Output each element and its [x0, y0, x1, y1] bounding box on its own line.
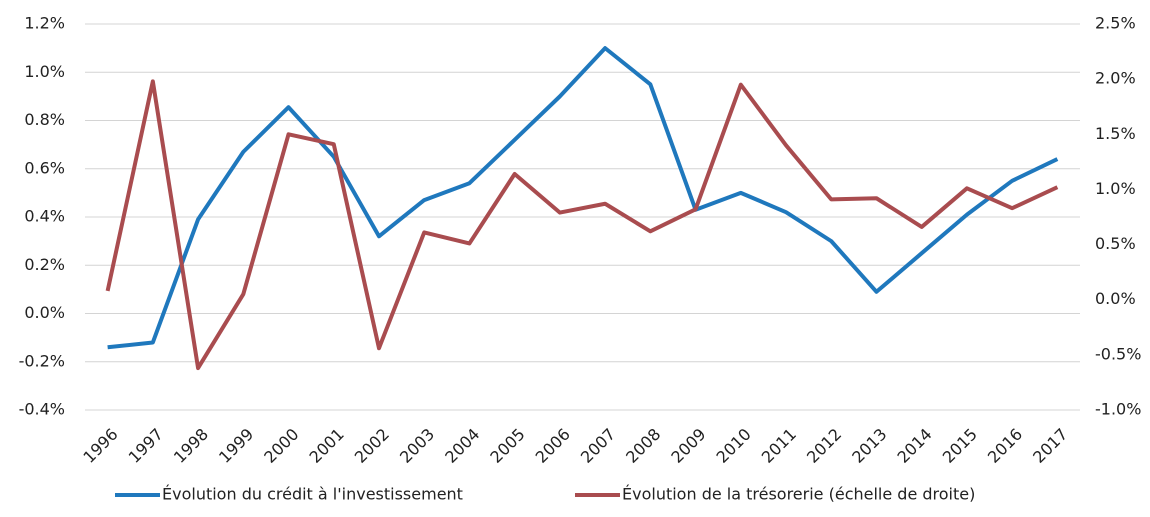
x-tick-label: 2005: [486, 425, 528, 467]
y-tick-label: 0.6%: [24, 158, 65, 177]
x-tick-label: 2012: [803, 425, 845, 467]
x-tick-label: 2002: [351, 425, 393, 467]
y-tick-label: 0.2%: [24, 255, 65, 274]
y2-tick-label: -1.0%: [1095, 400, 1141, 419]
y-tick-label: -0.4%: [19, 400, 65, 419]
x-tick-label: 2017: [1029, 425, 1071, 467]
x-tick-label: 2015: [939, 425, 981, 467]
x-tick-label: 2000: [260, 425, 302, 467]
y2-tick-label: 0.5%: [1095, 234, 1136, 253]
x-tick-label: 2014: [893, 425, 935, 467]
y2-tick-label: 0.0%: [1095, 289, 1136, 308]
legend-label: Évolution du crédit à l'investissement: [162, 485, 463, 504]
x-tick-label: 2004: [441, 425, 483, 467]
x-tick-label: 2011: [758, 425, 800, 467]
y2-tick-label: 2.0%: [1095, 69, 1136, 88]
y-tick-label: -0.2%: [19, 351, 65, 370]
y2-tick-label: 2.5%: [1095, 14, 1136, 33]
y-tick-label: 0.0%: [24, 303, 65, 322]
legend-label: Évolution de la trésorerie (échelle de d…: [622, 485, 975, 504]
x-tick-label: 2006: [532, 425, 574, 467]
y2-tick-label: 1.5%: [1095, 124, 1136, 143]
series-line: [105, 79, 1059, 371]
x-tick-label: 1998: [170, 425, 212, 467]
x-tick-label: 1997: [125, 425, 167, 467]
y-tick-label: 0.4%: [24, 207, 65, 226]
y-tick-label: 1.0%: [24, 62, 65, 81]
x-tick-label: 2010: [713, 425, 755, 467]
x-tick-label: 2007: [577, 425, 619, 467]
x-tick-label: 2009: [667, 425, 709, 467]
x-tick-label: 2003: [396, 425, 438, 467]
y2-tick-label: 1.0%: [1095, 179, 1136, 198]
x-tick-label: 2016: [984, 425, 1026, 467]
y2-tick-label: -0.5%: [1095, 344, 1141, 363]
series-line: [107, 46, 1059, 350]
x-tick-label: 1999: [215, 425, 257, 467]
y-tick-label: 1.2%: [24, 14, 65, 33]
x-tick-label: 1996: [79, 425, 121, 467]
y-tick-label: 0.8%: [24, 110, 65, 129]
x-tick-label: 2001: [306, 425, 348, 467]
x-tick-label: 2013: [848, 425, 890, 467]
x-tick-label: 2008: [622, 425, 664, 467]
